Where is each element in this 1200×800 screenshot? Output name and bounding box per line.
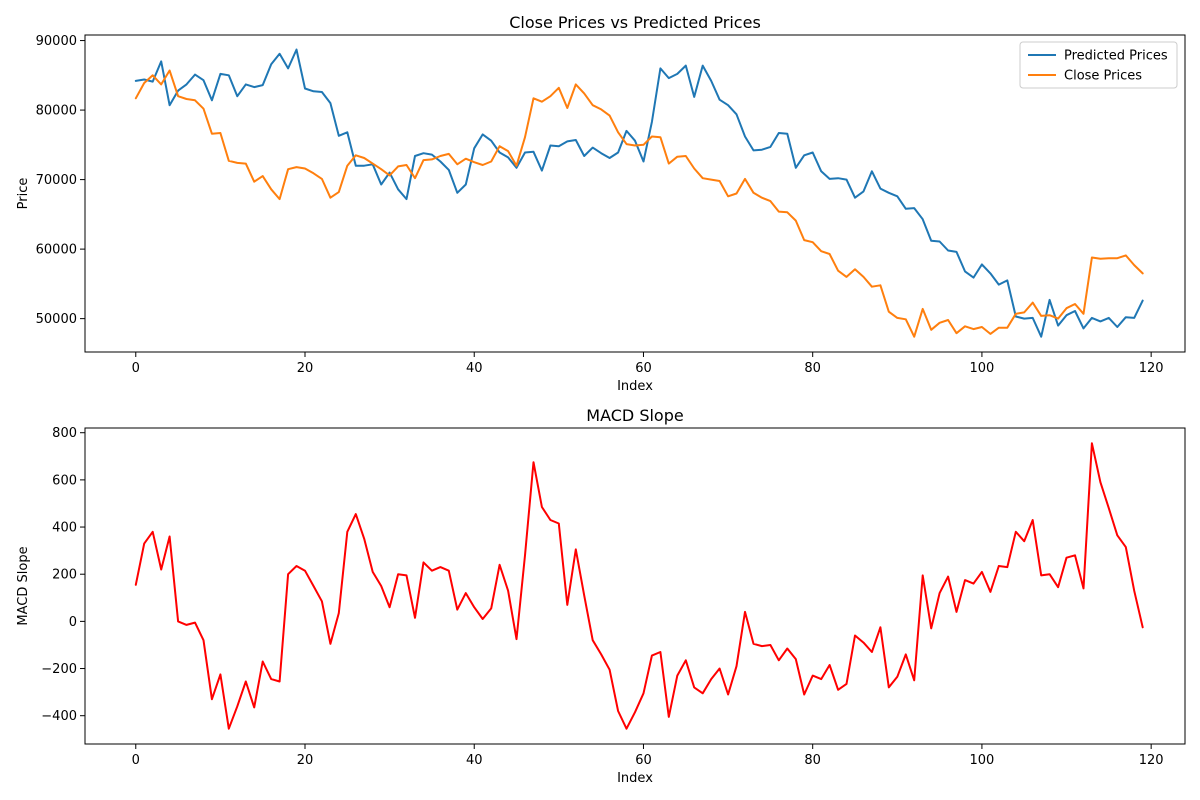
y-tick-label: 60000 xyxy=(36,243,77,258)
y-tick-label: 400 xyxy=(52,521,77,536)
x-tick-label: 80 xyxy=(804,361,821,376)
x-tick-label: 60 xyxy=(635,753,652,768)
x-tick-label: 60 xyxy=(635,361,652,376)
y-tick-label: 70000 xyxy=(36,173,77,188)
x-tick-label: 40 xyxy=(466,361,483,376)
y-axis-label: MACD Slope xyxy=(16,546,31,625)
x-tick-label: 80 xyxy=(804,753,821,768)
y-tick-label: 600 xyxy=(52,473,77,488)
series-line-0-0 xyxy=(134,48,1144,338)
price-chart: 0 20 40 60 80 100 120 50000 60000 70000 80000 90000… xyxy=(16,13,1186,394)
chart-title: MACD Slope xyxy=(586,406,683,425)
x-axis-label: Index xyxy=(617,771,653,786)
axes-frame xyxy=(84,34,1186,353)
y-tick-label: 80000 xyxy=(36,104,77,119)
x-tick-label: 100 xyxy=(970,753,995,768)
y-axis-label: Price xyxy=(16,178,31,210)
y-tick-label: 0 xyxy=(69,615,77,630)
y-tick-label: 200 xyxy=(52,568,77,583)
legend-label: Predicted Prices xyxy=(1064,49,1168,64)
x-tick-label: 0 xyxy=(132,753,140,768)
x-tick-label: 20 xyxy=(297,753,314,768)
macd-slope-chart: 0 20 40 60 80 100 120 −400 −200 0 200 400 600 800 MACD… xyxy=(16,406,1186,786)
chart-title: Close Prices vs Predicted Prices xyxy=(509,13,761,32)
y-tick-label: 50000 xyxy=(36,312,77,327)
legend: Predicted Prices Close Prices xyxy=(1019,41,1178,89)
y-tick-label: −200 xyxy=(41,662,77,677)
y-tick-label: −400 xyxy=(41,709,77,724)
x-tick-label: 120 xyxy=(1139,361,1164,376)
axes-frame xyxy=(84,427,1186,745)
x-tick-label: 120 xyxy=(1139,753,1164,768)
x-tick-label: 100 xyxy=(970,361,995,376)
x-tick-label: 0 xyxy=(132,361,140,376)
x-axis-label: Index xyxy=(617,379,653,394)
x-tick-label: 40 xyxy=(466,753,483,768)
series-line-0-1 xyxy=(134,69,1144,338)
y-tick-label: 90000 xyxy=(36,34,77,49)
legend-box xyxy=(1019,41,1178,89)
series-line-1-0 xyxy=(134,442,1144,730)
y-tick-label: 800 xyxy=(52,426,77,441)
x-tick-label: 20 xyxy=(297,361,314,376)
legend-label: Close Prices xyxy=(1064,69,1142,84)
